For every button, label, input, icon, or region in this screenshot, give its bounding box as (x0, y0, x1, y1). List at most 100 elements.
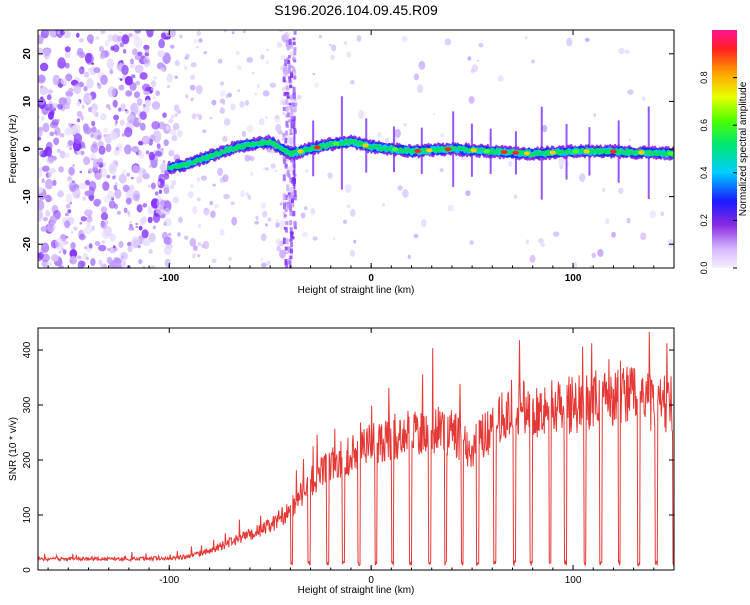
spectrogram-noise-blob (118, 84, 125, 91)
spectrogram-noise-blob (230, 103, 236, 111)
spectrogram-noise-blob (584, 37, 590, 42)
spectrogram-noise-blob (86, 77, 94, 89)
spectrogram-streak (294, 195, 298, 201)
spectrogram-noise-blob (167, 85, 170, 89)
spectrogram-noise-blob (88, 243, 93, 249)
spectrogram-noise-blob (178, 216, 183, 223)
spectrogram-noise-blob (219, 81, 225, 86)
spectrogram-noise-blob (136, 175, 143, 184)
spectrogram-noise-blob (80, 216, 87, 222)
spectrogram-noise-blob (46, 157, 55, 165)
spectrogram-noise-blob (55, 237, 64, 251)
spectrogram-noise-blob (38, 115, 41, 119)
spectrogram-ridge-cell (226, 149, 231, 152)
spectrogram-noise-blob (114, 161, 118, 165)
spectrogram-ridge-cell (287, 150, 292, 153)
spectrogram-noise-blob (593, 113, 596, 118)
spectrogram-streak (290, 121, 294, 129)
spectrogram-streak (290, 65, 294, 69)
spectrogram-streak (289, 180, 293, 183)
spectrogram-streak (285, 238, 289, 245)
spectrogram-noise-blob (116, 42, 120, 45)
spectrogram-noise-blob (107, 190, 115, 199)
spectrogram-streak (284, 209, 288, 212)
spectrogram-noise-blob (77, 47, 84, 56)
spectrogram-noise-blob (418, 64, 424, 69)
spectrogram-streak (289, 200, 293, 206)
spectrogram-noise-blob (469, 240, 474, 245)
colorbar-tick-label: 0.0 (699, 262, 709, 275)
spectrogram-streak (284, 163, 288, 169)
spectrogram-noise-blob (121, 133, 125, 137)
spectrogram-ridge-cell (310, 148, 315, 152)
spectrogram-noise-blob (58, 166, 64, 173)
spectrogram-ridge-cell (283, 148, 288, 151)
spectrogram-noise-blob (76, 101, 81, 107)
spectrogram-noise-blob (169, 44, 175, 49)
spectrogram-noise-blob (468, 96, 475, 104)
spectrogram-noise-blob (84, 209, 93, 217)
spectrogram-streak (289, 103, 293, 108)
spectrogram-noise-blob (333, 237, 336, 241)
spectrogram-noise-blob (211, 258, 217, 264)
spectrogram-ridge-cell (324, 144, 329, 148)
spectrogram-noise-blob (346, 204, 351, 209)
spectrogram-noise-blob (514, 194, 518, 199)
spectrogram-ridge-cell (356, 143, 361, 147)
spectrogram-noise-blob (169, 30, 176, 38)
spectrogram-noise-blob (158, 38, 165, 49)
colorbar-ticks: 0.0 0.2 0.4 0.6 0.8 (699, 71, 737, 274)
spectrogram-ridge-cell (546, 149, 551, 153)
spectrogram-ridge-cell (208, 153, 213, 156)
spectrogram-noise-blob (45, 178, 53, 190)
spectrogram-noise-blob (227, 92, 232, 98)
spectrogram-noise-blob (141, 229, 149, 239)
spectrogram-noise-blob (222, 135, 228, 142)
spectrogram-noise-blob (150, 182, 156, 190)
spectrogram-noise-blob (171, 135, 178, 142)
spectrogram-noise-blob (80, 150, 85, 156)
spectrogram-noise-blob (47, 111, 54, 120)
spectrogram-noise-blob (139, 72, 148, 80)
spectrogram-noise-blob (125, 90, 133, 97)
spectrogram-noise-blob (220, 90, 225, 97)
spectrogram-streak (293, 75, 297, 79)
spectrogram-ridge-cell (199, 159, 204, 162)
spectrogram-noise-blob (106, 58, 115, 70)
spectrogram-noise-blob (91, 126, 97, 134)
spectrogram-noise-blob (96, 162, 99, 165)
spectrogram-noise-blob (260, 233, 267, 242)
spectrogram-noise-blob (107, 86, 117, 98)
spectrogram-noise-blob (242, 30, 246, 34)
spectrogram-noise-blob (312, 72, 316, 76)
spectrogram-noise-blob (113, 245, 116, 249)
spectrogram-peak (314, 145, 321, 150)
spectrogram-noise-blob (154, 150, 163, 157)
spectrogram-noise-blob (184, 235, 189, 240)
spectrogram-peak (414, 149, 421, 153)
spectrogram-noise-blob (177, 110, 182, 114)
spectrogram-noise-blob (152, 130, 162, 143)
spectrogram-noise-blob (524, 36, 528, 40)
spectrogram-noise-blob (266, 260, 271, 266)
spectrogram-noise-blob (618, 187, 624, 195)
spectrogram-noise-blob (102, 181, 110, 191)
spectrogram-noise-blob (78, 182, 87, 190)
spectrogram-noise-blob (119, 119, 125, 127)
spectrogram-noise-blob (330, 54, 335, 60)
spectrogram-noise-blob (413, 73, 420, 81)
spectrogram-noise-blob (114, 188, 122, 199)
spectrogram-noise-blob (162, 160, 166, 164)
spectrogram-noise-blob (100, 167, 108, 178)
spectrogram-noise-blob (130, 74, 136, 79)
spectrogram-noise-blob (217, 167, 224, 176)
spectrogram-noise-blob (132, 164, 139, 173)
spectrogram-noise-blob (45, 103, 53, 111)
spectrogram-noise-blob (65, 203, 71, 209)
spectrogram-streak (290, 94, 294, 101)
spectrogram-ridge-cell (265, 142, 270, 146)
spectrogram-noise-blob (150, 80, 157, 88)
spectrogram-streak (282, 137, 286, 141)
spectrogram-streak (286, 204, 290, 210)
spectrogram-noise-blob (57, 118, 60, 122)
